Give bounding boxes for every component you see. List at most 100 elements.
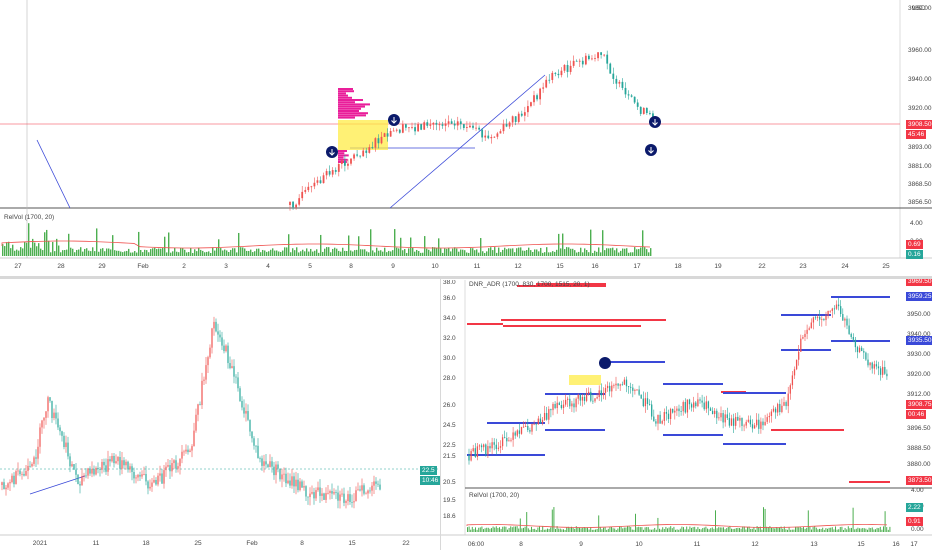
- volume-bar: [192, 252, 194, 256]
- volume-bar: [74, 252, 76, 256]
- right-candle: [739, 417, 741, 421]
- volume-bar: [780, 526, 782, 532]
- volume-bar: [606, 248, 608, 256]
- right-candle: [512, 432, 514, 440]
- volume-bar: [577, 527, 579, 532]
- top-date-tick: 28: [57, 263, 65, 270]
- profile-bar: [338, 158, 348, 161]
- volume-bar: [382, 251, 384, 256]
- right-candle: [825, 315, 827, 321]
- right-chart-pane[interactable]: 38.0 36.0 34.0 32.0 30.0 28.0 26.0 24.5 22.5 21.5…: [441, 277, 932, 550]
- right-candle: [485, 444, 487, 455]
- volume-bar: [588, 529, 590, 532]
- volume-bar: [857, 527, 859, 532]
- left-candle: [31, 463, 33, 467]
- right-candle: [518, 430, 521, 434]
- right-left-tick: 21.5: [443, 453, 456, 460]
- volume-bar: [276, 250, 278, 256]
- volume-bar: [208, 251, 210, 256]
- volume-bar: [352, 251, 354, 256]
- volume-bar: [881, 529, 883, 532]
- volume-bar: [558, 233, 560, 256]
- profile-bar: [338, 103, 370, 106]
- right-candle: [556, 402, 558, 409]
- volume-bar: [420, 252, 422, 256]
- top-candle: [545, 79, 548, 88]
- left-candle: [179, 458, 181, 467]
- right-candle: [527, 425, 529, 430]
- right-date-tick: 12: [751, 541, 759, 548]
- top-candle: [472, 125, 474, 128]
- volume-bar: [527, 528, 529, 532]
- volume-bar: [282, 250, 284, 256]
- volume-bar: [110, 249, 112, 256]
- left-candle: [25, 470, 27, 476]
- right-candle: [871, 362, 873, 369]
- left-candle: [309, 493, 311, 498]
- volume-bar: [531, 526, 532, 532]
- volume-bar: [495, 526, 497, 532]
- volume-bar: [472, 248, 474, 256]
- volume-bar: [855, 528, 857, 532]
- volume-bar: [795, 526, 796, 532]
- top-candle: [389, 130, 392, 137]
- right-candle: [533, 423, 535, 425]
- top-price-chart[interactable]: 3980.00 3960.00 3940.00 3920.00 3893.00 3881.…: [0, 0, 932, 275]
- left-candle: [213, 321, 215, 329]
- left-candle: [41, 420, 43, 428]
- horizontal-divider[interactable]: [0, 276, 932, 279]
- left-candle: [345, 501, 347, 503]
- left-price-chart[interactable]: 2021 11 18 25 Feb 8 15 22: [0, 280, 440, 550]
- volume-bar: [358, 236, 360, 256]
- vertical-divider[interactable]: [440, 279, 441, 550]
- volume-bar: [274, 250, 276, 256]
- volume-bar: [166, 252, 168, 256]
- left-candle: [293, 476, 295, 487]
- volume-bar: [6, 242, 8, 256]
- top-candle: [484, 135, 487, 138]
- left-chart-pane[interactable]: 2021 11 18 25 Feb 8 15 22 22.5 10:46: [0, 280, 441, 550]
- profile-bar: [338, 92, 346, 95]
- left-candle: [67, 442, 69, 457]
- volume-bar: [530, 250, 532, 256]
- right-date-tick: 06:00: [468, 541, 485, 548]
- volume-bar: [262, 249, 264, 256]
- volume-bar: [719, 527, 721, 532]
- left-candle: [105, 465, 107, 472]
- volume-bar: [564, 529, 566, 532]
- volume-bar: [788, 527, 790, 532]
- right-candle: [478, 445, 481, 447]
- left-candle: [59, 427, 61, 432]
- top-candle: [639, 106, 642, 114]
- left-date-tick: 15: [348, 540, 356, 547]
- volume-bar: [500, 252, 502, 256]
- right-candle: [787, 393, 789, 407]
- volume-bar: [564, 249, 566, 256]
- volume-bar: [689, 526, 691, 532]
- volume-bar: [625, 527, 627, 532]
- volume-bar: [82, 251, 84, 256]
- volume-bar: [280, 251, 282, 256]
- left-candle: [271, 461, 273, 467]
- volume-bar: [106, 248, 108, 256]
- top-date-tick: 25: [882, 263, 890, 270]
- volume-bar: [268, 251, 270, 256]
- volume-bar: [242, 247, 244, 256]
- left-candle: [27, 465, 29, 471]
- right-price-chart[interactable]: 38.0 36.0 34.0 32.0 30.0 28.0 26.0 24.5 22.5 21.5…: [441, 280, 932, 550]
- left-date-tick: 11: [93, 540, 100, 547]
- volume-bar: [755, 529, 756, 532]
- volume-bar: [492, 526, 494, 532]
- left-candle: [187, 449, 189, 453]
- volume-bar: [494, 247, 496, 256]
- volume-bar: [673, 526, 675, 532]
- top-candle: [301, 191, 304, 199]
- volume-bar: [884, 511, 886, 532]
- top-chart-pane[interactable]: 3980.00 3960.00 3940.00 3920.00 3893.00 3881.…: [0, 0, 932, 275]
- top-candle: [417, 124, 419, 132]
- top-candle: [344, 160, 346, 166]
- volume-bar: [828, 527, 830, 532]
- right-candle: [504, 437, 506, 439]
- volume-bar: [608, 248, 610, 256]
- volume-bar: [116, 250, 118, 256]
